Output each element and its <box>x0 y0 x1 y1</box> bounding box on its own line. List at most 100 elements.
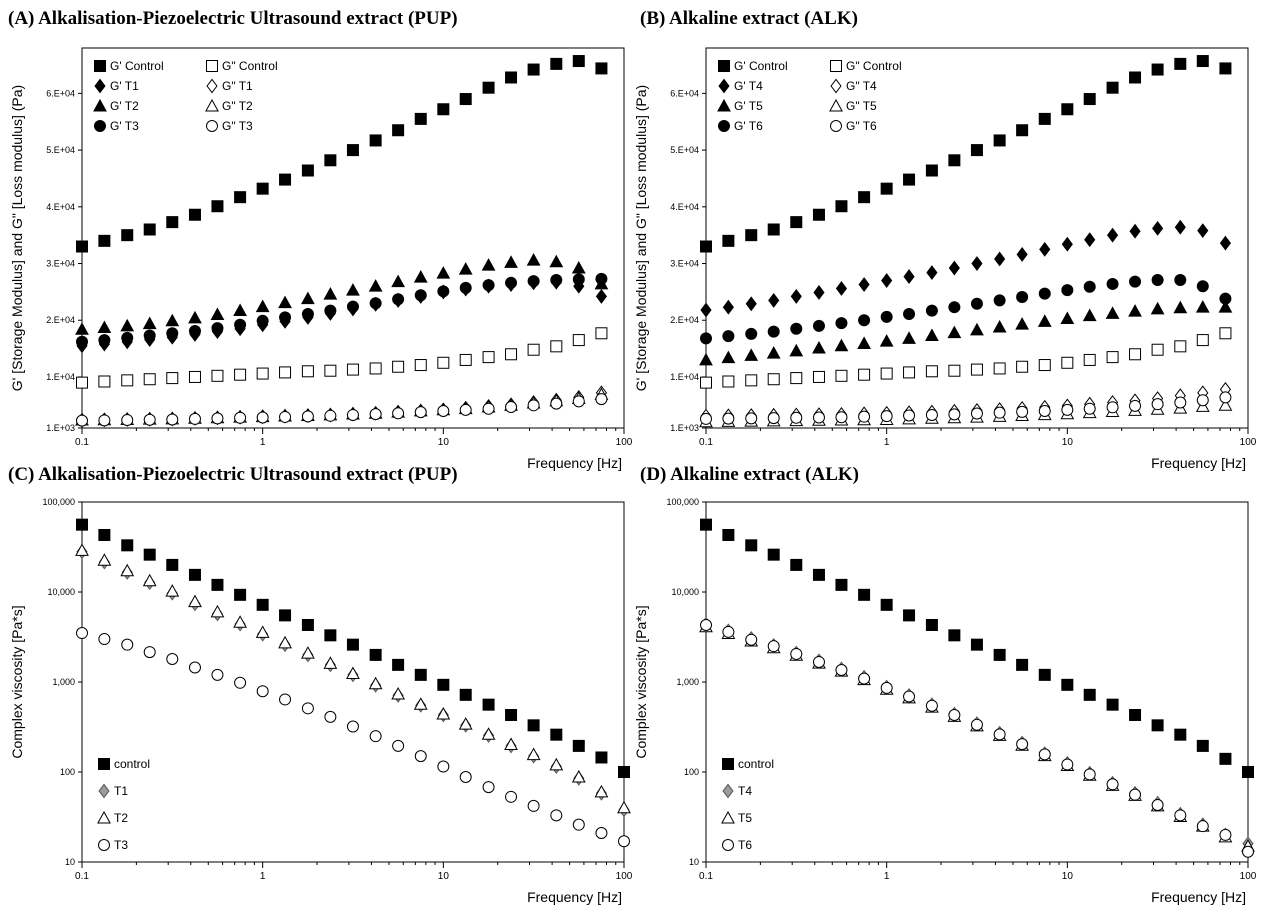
data-point <box>903 609 916 622</box>
data-point <box>413 697 428 710</box>
data-point <box>722 299 734 315</box>
legend-marker <box>830 120 842 132</box>
data-point <box>767 412 780 425</box>
data-point <box>1129 708 1142 721</box>
data-point <box>1038 404 1051 417</box>
data-point <box>414 359 427 372</box>
data-point <box>301 410 314 423</box>
data-point <box>233 615 247 628</box>
legend-marker <box>98 839 110 851</box>
data-point <box>1106 81 1119 94</box>
data-point <box>324 364 337 377</box>
data-point <box>481 727 496 740</box>
data-point <box>369 297 382 310</box>
data-point <box>1219 62 1232 75</box>
data-point <box>1038 668 1051 681</box>
x-tick-label-b: 10 <box>1062 437 1074 448</box>
data-point <box>971 256 983 271</box>
data-point <box>1129 71 1142 84</box>
data-point <box>142 573 157 587</box>
data-point <box>993 362 1006 375</box>
data-point <box>722 234 735 247</box>
data-point <box>1219 828 1232 841</box>
data-point <box>572 334 585 347</box>
data-point <box>1129 348 1142 361</box>
data-point <box>346 408 359 421</box>
data-point <box>903 690 916 703</box>
panel-title-b: (B) Alkaline extract (ALK) <box>640 8 858 29</box>
data-point <box>121 539 134 552</box>
data-point <box>256 367 269 380</box>
data-point <box>436 707 451 720</box>
data-point <box>550 57 563 70</box>
y-axis-label-b: G' [Storage Modulus] and G" [Loss modulu… <box>633 85 649 391</box>
data-point <box>768 292 780 308</box>
data-point <box>346 363 359 376</box>
legend-label: G" T6 <box>846 119 877 133</box>
data-point <box>98 414 111 427</box>
data-point <box>1038 287 1051 300</box>
data-point <box>256 598 269 611</box>
data-point <box>188 594 202 608</box>
data-point <box>188 370 201 383</box>
y-tick-label-d: 10 <box>689 857 699 867</box>
data-point <box>925 164 938 177</box>
data-point <box>526 253 541 266</box>
data-point <box>1218 398 1233 411</box>
y-tick-label-b: 5.E+04 <box>670 145 699 155</box>
data-point <box>1129 788 1142 801</box>
legend-d: control T4 T5 T6 <box>721 757 774 852</box>
x-tick-label-c: 100 <box>616 871 633 882</box>
data-point <box>595 827 608 840</box>
data-point <box>414 112 427 125</box>
data-point <box>1038 359 1051 372</box>
x-tick-label-c: 10 <box>438 871 450 882</box>
x-axis-label-d: Frequency [Hz] <box>1151 889 1246 905</box>
data-point <box>993 728 1006 741</box>
data-point <box>926 265 938 281</box>
data-point <box>970 297 983 310</box>
x-tick-label-d: 1 <box>884 871 890 882</box>
data-point <box>165 584 180 597</box>
data-point <box>812 370 825 383</box>
data-point <box>481 258 496 271</box>
data-point <box>700 302 712 318</box>
data-point <box>1196 55 1209 68</box>
data-point <box>550 397 563 410</box>
y-tick-label-b: 4.E+04 <box>670 202 699 212</box>
data-point <box>1082 308 1097 322</box>
data-point <box>121 414 134 427</box>
data-point <box>858 277 870 292</box>
data-point <box>790 216 803 229</box>
data-point <box>346 283 360 296</box>
data-point <box>505 276 518 289</box>
data-point <box>166 372 179 385</box>
data-point <box>210 604 225 618</box>
data-point <box>700 376 712 389</box>
legend-label: T4 <box>738 784 752 798</box>
y-tick-label-d: 10,000 <box>671 587 699 597</box>
data-point <box>700 412 712 425</box>
legend-label: G" T3 <box>222 119 253 133</box>
data-point <box>234 191 247 204</box>
data-point <box>121 331 134 344</box>
data-point <box>858 588 871 601</box>
series-c-2 <box>75 543 631 814</box>
data-point <box>721 350 736 364</box>
data-point <box>993 294 1006 307</box>
data-point <box>572 55 585 68</box>
y-tick-label-c: 100,000 <box>42 497 75 507</box>
data-point <box>970 363 983 376</box>
series-a-1 <box>76 327 608 389</box>
series-c-3 <box>76 627 630 848</box>
data-point <box>1061 284 1074 297</box>
data-point <box>120 563 135 577</box>
data-point <box>550 273 563 286</box>
data-point <box>595 62 608 75</box>
data-point <box>505 71 518 84</box>
data-point <box>767 373 780 386</box>
data-point <box>835 411 848 424</box>
data-point <box>767 223 780 236</box>
data-point <box>1060 311 1075 324</box>
data-point <box>1129 399 1142 412</box>
